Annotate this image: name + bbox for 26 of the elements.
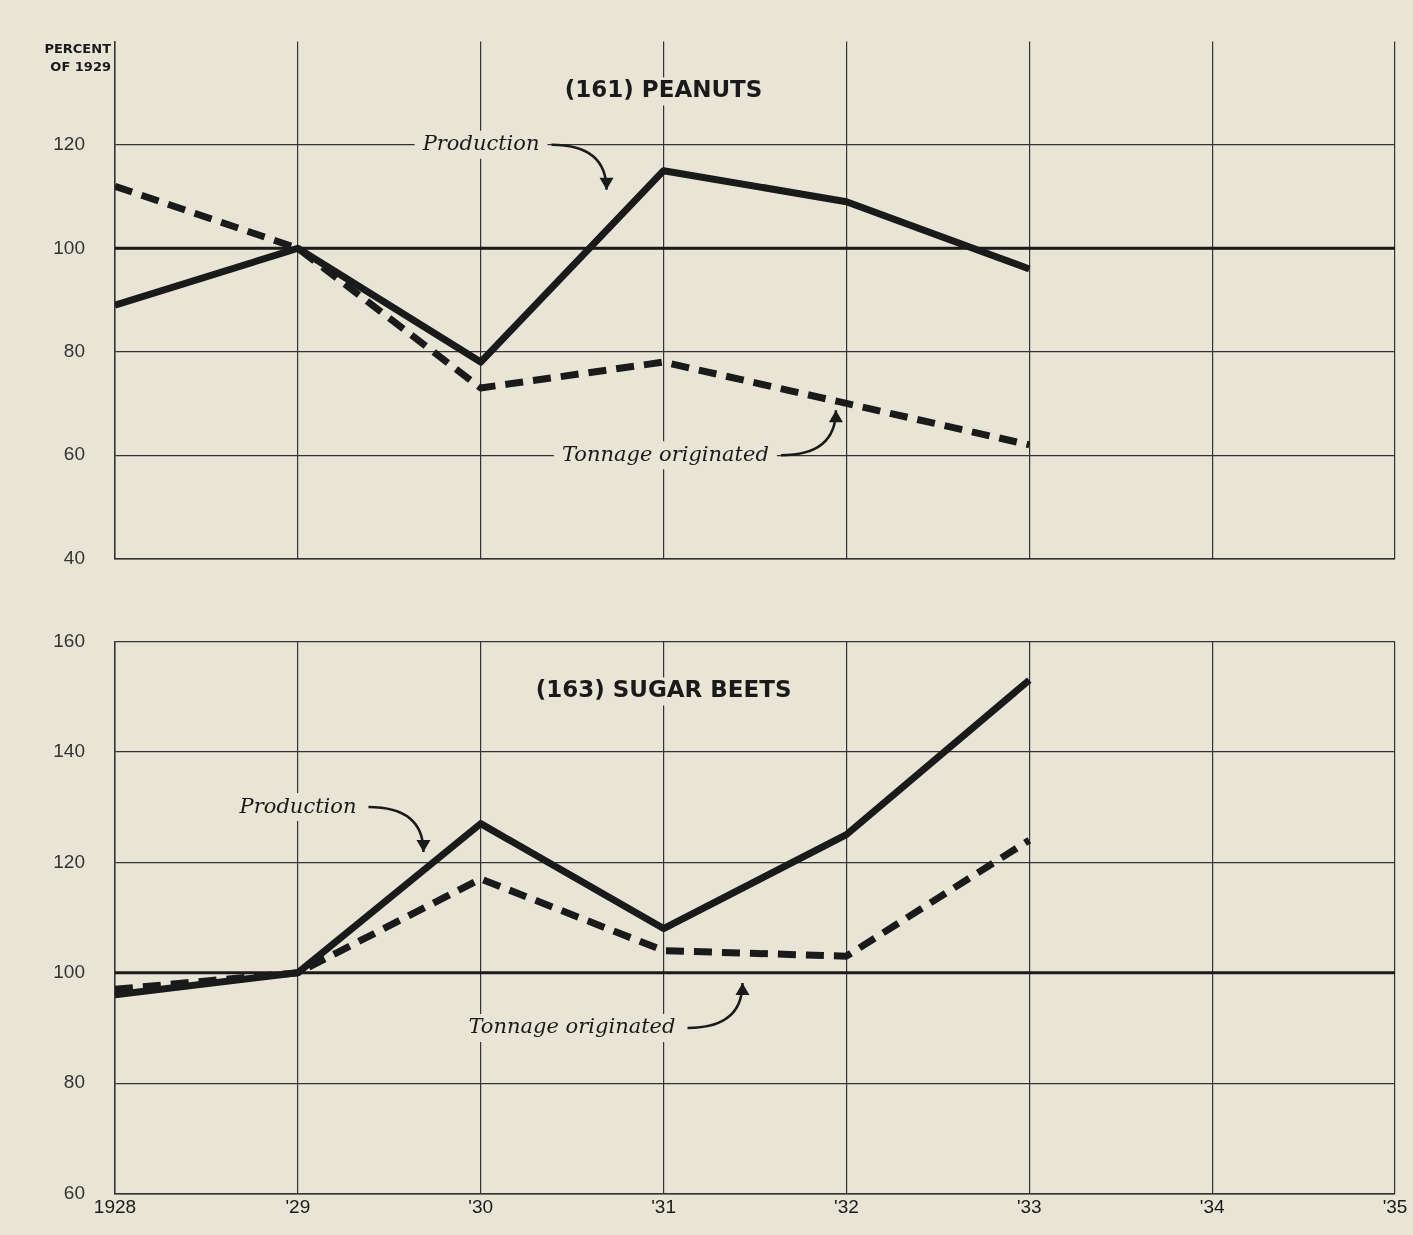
annotation: Tonnage originated [561,441,769,466]
x-tick-label: '30 [468,1196,494,1218]
y-tick-label: 80 [63,1071,85,1093]
y-tick-label: 100 [53,960,85,982]
annotation: Production [238,793,357,818]
y-tick-label: 80 [63,339,85,361]
y-tick-label: 140 [53,740,85,762]
annotation: Production [421,131,540,156]
annotation: Tonnage originated [468,1014,676,1039]
x-tick-label: '29 [285,1196,311,1218]
x-tick-label: '34 [1199,1196,1225,1218]
y-axis-title: PERCENT OF 1929 [44,41,112,75]
y-tick-label: 120 [53,850,85,872]
y-tick-label: 40 [63,546,85,568]
x-tick-label: 1928 [93,1196,137,1218]
x-tick-label: '35 [1382,1196,1408,1218]
text: (163) SUGAR BEETS [535,676,792,703]
y-tick-label: 60 [63,443,85,465]
x-tick-label: '33 [1016,1196,1042,1218]
x-tick-label: '32 [834,1196,859,1218]
y-tick-label: 60 [63,1181,85,1203]
y-tick-label: 120 [53,133,85,155]
y-tick-label: 160 [53,629,85,651]
x-tick-label: '31 [651,1196,676,1218]
y-tick-label: 100 [53,236,85,258]
text: (161) PEANUTS [564,76,763,103]
